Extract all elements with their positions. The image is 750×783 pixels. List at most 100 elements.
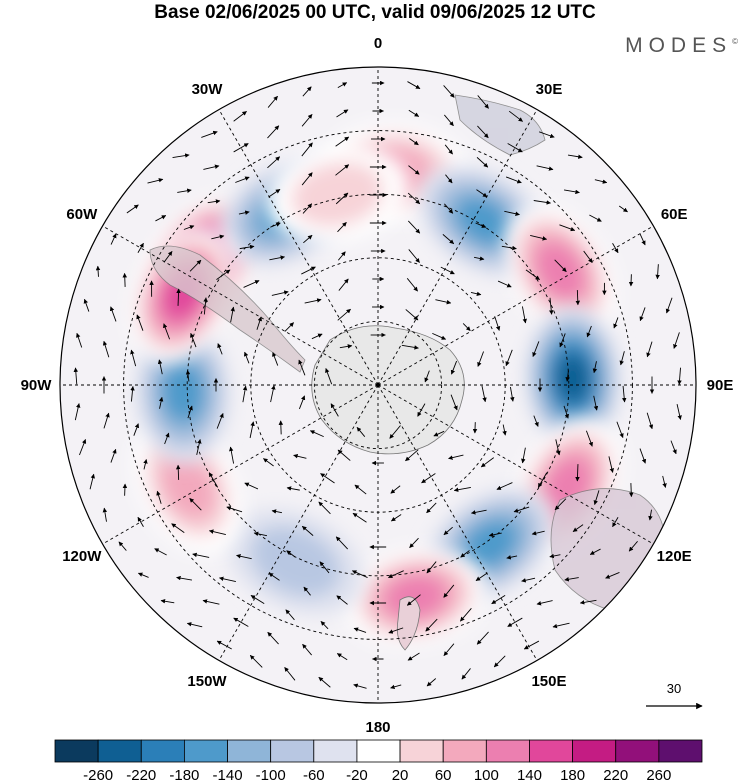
colorbar-swatch (227, 739, 272, 763)
wind-arrow (575, 464, 580, 482)
wind-arrow (444, 114, 454, 127)
colorbar-tick-label: -220 (126, 767, 156, 783)
wind-arrow (493, 655, 506, 668)
latitude-circle (313, 320, 443, 450)
pole-marker (376, 383, 380, 387)
wind-arrow (390, 514, 402, 522)
wind-arrow (356, 426, 366, 437)
wind-arrow (330, 403, 339, 417)
wind-arrow (470, 509, 487, 515)
wind-arrow (73, 367, 79, 385)
wind-arrow (554, 498, 567, 511)
wind-arrow (509, 386, 515, 402)
wind-arrow (443, 526, 453, 536)
wind-arrow (673, 332, 680, 349)
wind-arrow (102, 507, 108, 522)
wind-arrow (338, 278, 349, 291)
wind-arrow (417, 403, 426, 417)
wind-arrow (670, 440, 677, 455)
wind-arrow (507, 143, 523, 153)
wind-arrow (552, 622, 570, 629)
wind-arrow (533, 200, 552, 205)
wind-arrow (494, 316, 501, 331)
wind-arrow (309, 430, 324, 438)
wind-arrow (426, 678, 437, 687)
wind-arrow (336, 595, 348, 605)
colorbar-swatch (399, 739, 444, 763)
wind-arrow (192, 552, 210, 558)
wind-arrow (424, 370, 430, 383)
south-america (149, 245, 306, 373)
brand-logo: MODES© (625, 34, 738, 58)
wind-arrow (320, 473, 335, 484)
wind-arrow (337, 308, 351, 321)
wind-arrow (118, 541, 127, 551)
colorbar-swatch (54, 739, 99, 763)
wind-arrow (263, 458, 274, 467)
wind-arrow (567, 154, 583, 159)
wind-arrow (605, 572, 620, 579)
wind-arrow (421, 473, 436, 484)
colorbar-tick-label: -180 (169, 767, 199, 783)
wind-arrow (95, 265, 101, 277)
colorbar-tick-label: -100 (256, 767, 286, 783)
wind-arrow (505, 349, 513, 367)
wind-arrow (177, 188, 192, 193)
antarctica (311, 325, 465, 455)
wind-arrow (593, 395, 599, 411)
wind-arrow (303, 234, 313, 244)
colorbar-tick-label: 260 (646, 767, 671, 783)
wind-arrow (665, 297, 673, 314)
meridian (377, 384, 538, 661)
wind-arrow (539, 131, 555, 138)
brand-name: MODES (625, 34, 733, 57)
wind-arrow (147, 178, 164, 184)
wind-arrow (158, 396, 164, 409)
wind-arrow (238, 210, 250, 215)
wind-arrow (207, 199, 221, 204)
wind-arrow (216, 413, 224, 429)
wind-arrow (389, 425, 401, 439)
wind-arrow (477, 351, 484, 367)
wind-arrow (470, 291, 482, 296)
wind-arrow (536, 600, 553, 606)
wind-arrow (175, 464, 181, 480)
wind-arrow (648, 509, 653, 521)
meridian (377, 225, 654, 386)
wind-arrow (559, 224, 576, 232)
wind-arrow (233, 143, 249, 153)
wind-arrow (253, 531, 268, 537)
longitude-label: 90E (707, 377, 734, 394)
wind-arrow (407, 652, 420, 661)
wind-arrow (74, 403, 81, 421)
wind-arrow (268, 572, 280, 581)
wind-arrow (476, 189, 488, 198)
wind-arrow (475, 572, 488, 581)
wind-arrow (476, 157, 489, 168)
wind-arrow (208, 529, 226, 536)
wind-arrow (110, 233, 117, 245)
wind-arrow (351, 570, 368, 578)
wind-arrow (426, 502, 437, 514)
wind-arrow (549, 553, 561, 559)
wind-arrow (157, 359, 163, 375)
wind-arrow (408, 138, 419, 146)
wind-arrow (533, 415, 539, 427)
wind-arrow (477, 125, 489, 139)
wind-arrow (450, 394, 458, 411)
longitude-label: 30E (536, 81, 563, 98)
wind-arrow (250, 595, 265, 605)
wind-arrow (473, 256, 485, 261)
wind-arrow (267, 95, 278, 108)
wind-arrow (453, 486, 471, 492)
wind-arrow (612, 517, 619, 528)
wind-arrow (270, 222, 281, 228)
colorbar-swatch (97, 739, 142, 763)
wind-arrow (390, 684, 402, 690)
longitude-label: 120W (62, 548, 102, 565)
wind-arrow (336, 109, 349, 118)
wind-arrow (233, 617, 249, 627)
wind-arrow (559, 333, 566, 348)
wind-arrow (143, 459, 148, 470)
wind-arrow (406, 594, 421, 606)
